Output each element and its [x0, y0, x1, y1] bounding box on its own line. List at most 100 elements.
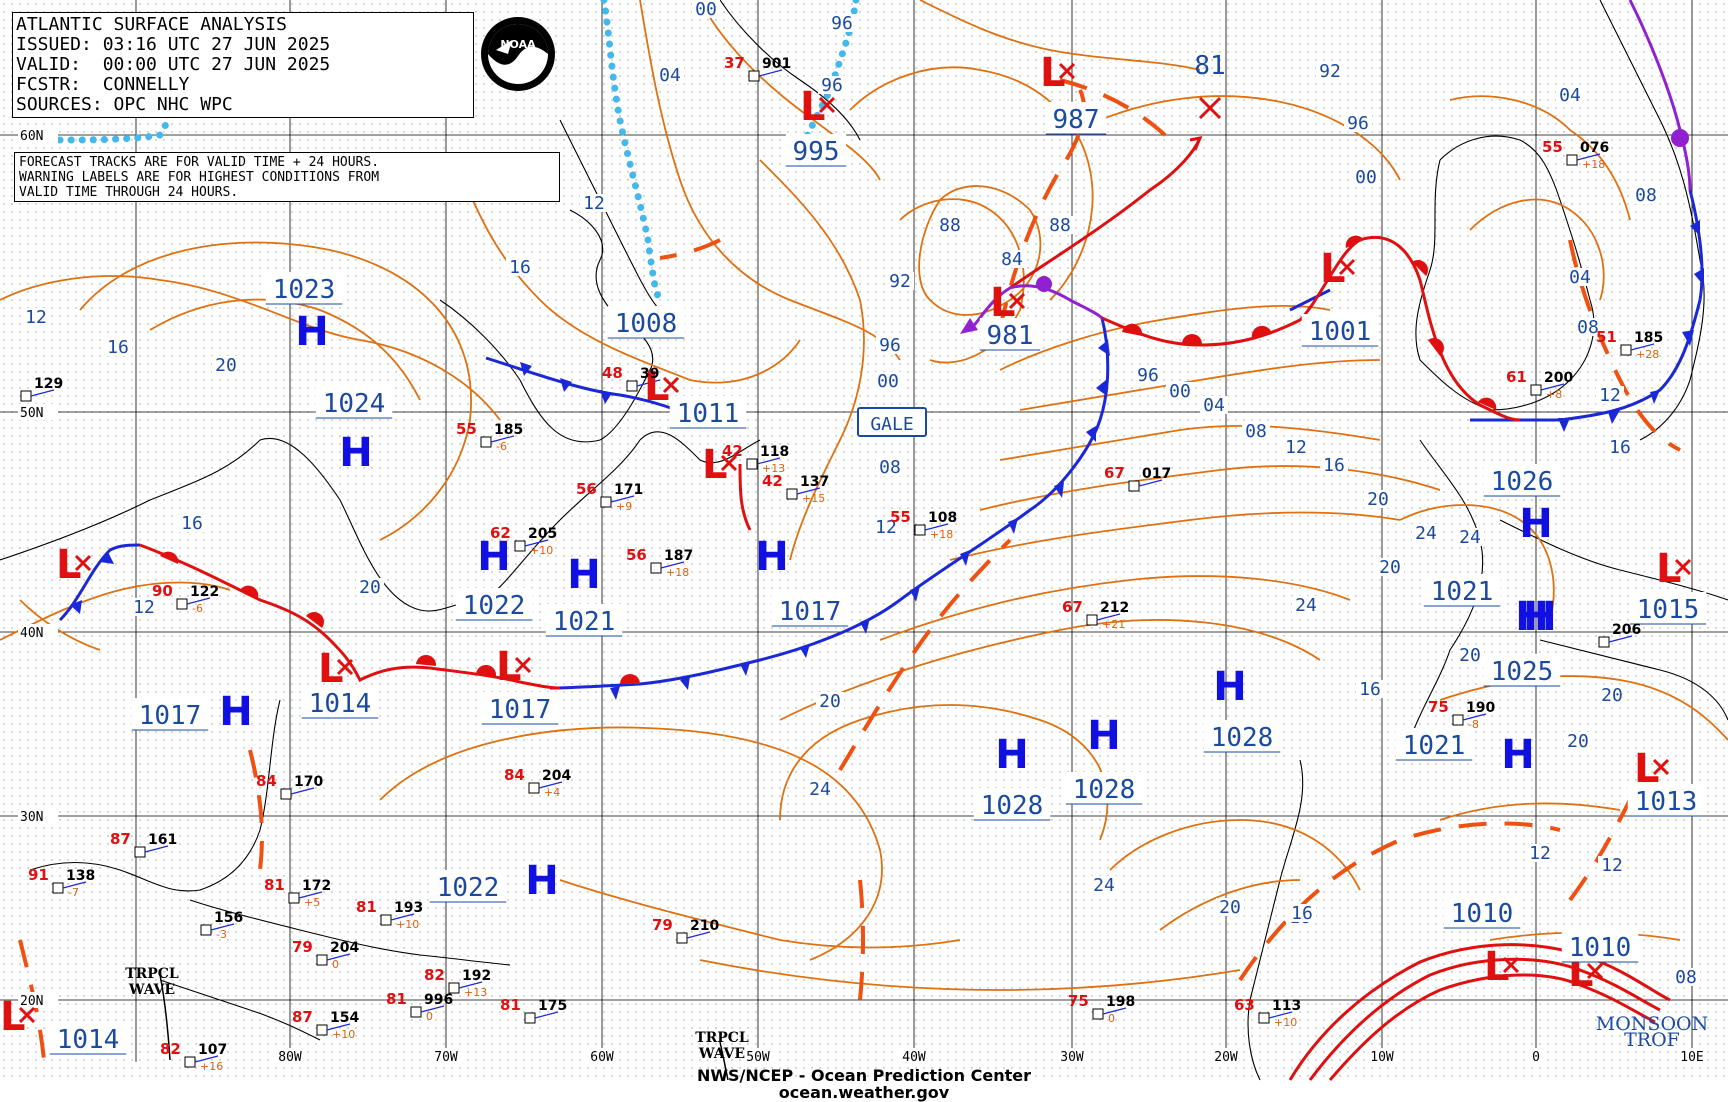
isobar-label: 00	[1169, 381, 1191, 402]
lat-label: 30N	[20, 810, 43, 825]
header-valid: VALID: 00:00 UTC 27 JUN 2025	[16, 54, 331, 75]
high-pressure-value-text: 1028	[981, 791, 1044, 821]
station-temperature: 67	[1104, 464, 1125, 482]
station-temperature: 56	[626, 546, 647, 564]
noaa-logo: NOAA	[481, 17, 555, 91]
station-pressure: 996	[424, 992, 453, 1008]
station-temperature: 75	[1428, 698, 1449, 716]
isobar-label: 12	[1601, 855, 1623, 876]
isobar-label: 12	[583, 193, 605, 214]
noaa-logo-text: NOAA	[500, 38, 536, 51]
station-pressure: 190	[1466, 700, 1495, 716]
high-pressure-h: H	[525, 858, 558, 904]
station-temperature: 67	[1062, 598, 1083, 616]
low-pressure-value-text: 1010	[1451, 899, 1514, 929]
forecast-low-value: 81	[1194, 51, 1225, 81]
station-tendency: +9	[616, 500, 632, 513]
isobar-label: 16	[1291, 903, 1313, 924]
isobar-label: 08	[1675, 967, 1697, 988]
low-pressure-value: 1015	[1629, 592, 1707, 625]
isobar-label: 24	[809, 779, 831, 800]
station-temperature: 82	[160, 1040, 181, 1058]
station-pressure: 118	[760, 444, 789, 460]
isobar-label: 88	[1049, 215, 1071, 236]
low-center-x	[1586, 962, 1604, 980]
high-pressure-value: 1022	[455, 588, 533, 621]
station-tendency: +16	[200, 1060, 223, 1073]
station-temperature: 55	[1542, 138, 1563, 156]
station-pressure: 129	[34, 376, 63, 392]
low-center-x	[818, 96, 836, 114]
forecast-note: FORECAST TRACKS ARE FOR VALID TIME + 24 …	[14, 152, 560, 202]
station-tendency: +5	[304, 896, 320, 909]
station-temperature: 81	[500, 996, 521, 1014]
high-pressure-h: H	[1515, 594, 1548, 640]
station-tendency: +10	[396, 918, 419, 931]
low-center-x	[18, 1006, 36, 1024]
header-sources: SOURCES: OPC NHC WPC	[16, 94, 233, 115]
station-temperature: 79	[652, 916, 673, 934]
station-pressure: 185	[494, 422, 523, 438]
note-line-2: WARNING LABELS ARE FOR HIGHEST CONDITION…	[19, 170, 380, 185]
occluded-front	[960, 0, 1692, 334]
station-tendency: +21	[1102, 618, 1125, 631]
low-pressure-l: L	[496, 644, 522, 690]
low-center-x	[1008, 292, 1026, 310]
high-pressure-value-text: 1023	[273, 275, 336, 305]
monsoon-trough-lines	[1288, 943, 1671, 1081]
lon-label: 80W	[278, 1050, 302, 1065]
isobar-label: 20	[1219, 897, 1241, 918]
low-pressure-l: L	[1040, 50, 1066, 96]
high-pressure-value: 1021	[545, 604, 623, 637]
low-center-x	[336, 658, 354, 676]
lon-label: 70W	[434, 1050, 458, 1065]
isobar-label: 96	[821, 75, 843, 96]
footer-agency: NWS/NCEP - Ocean Prediction Center	[696, 1066, 1032, 1085]
low-pressure-value-text: 1013	[1635, 787, 1698, 817]
station-temperature: 51	[1596, 328, 1617, 346]
station-temperature: 87	[292, 1008, 313, 1026]
isobar-label: 96	[1137, 365, 1159, 386]
isobar-label: 00	[695, 0, 717, 20]
note-line-1: FORECAST TRACKS ARE FOR VALID TIME + 24 …	[19, 155, 380, 170]
low-pressure-l: L	[0, 994, 26, 1040]
isobar-label: 12	[25, 307, 47, 328]
low-pressure-value-text: 1017	[489, 695, 552, 725]
lat-label: 20N	[20, 994, 43, 1009]
low-center-x	[662, 376, 680, 394]
high-pressure-value: 1028	[973, 788, 1051, 821]
station-pressure: 156	[214, 910, 243, 926]
station-temperature: 79	[292, 938, 313, 956]
low-pressure-l: L	[56, 542, 82, 588]
station-pressure: 185	[1634, 330, 1663, 346]
station-pressure: 212	[1100, 600, 1129, 616]
isobar-label: 04	[1569, 267, 1591, 288]
high-pressure-h: H	[477, 534, 510, 580]
low-center-x	[1502, 956, 1520, 974]
isobar-label: 16	[107, 337, 129, 358]
station-pressure: 200	[1544, 370, 1573, 386]
low-pressure-value-text: 1001	[1309, 317, 1372, 347]
low-pressure-l: L	[800, 84, 826, 130]
lon-label: 10E	[1680, 1050, 1703, 1065]
lon-label: 40W	[902, 1050, 926, 1065]
high-pressure-value: 1022	[429, 870, 507, 903]
low-pressure-l: L	[1320, 246, 1346, 292]
station-temperature: 91	[28, 866, 49, 884]
low-pressure-value-text: 1010	[1569, 933, 1632, 963]
forecast-track	[1009, 135, 1203, 290]
station-temperature: 55	[456, 420, 477, 438]
lat-label: 50N	[20, 406, 43, 421]
header-issued: ISSUED: 03:16 UTC 27 JUN 2025	[16, 34, 331, 55]
station-data: 129 122 -6 90 185 -6 55 171 +9 56 205 +10 62 187 +18 56…	[28, 54, 1663, 1073]
station-pressure: 206	[1612, 622, 1641, 638]
isobar-label: 92	[889, 271, 911, 292]
station-pressure: 171	[614, 482, 643, 498]
isobar-label: 20	[1367, 489, 1389, 510]
gale-warning-label: GALE	[870, 414, 913, 435]
high-pressure-value: 1026	[1483, 464, 1561, 497]
station-pressure: 193	[394, 900, 423, 916]
high-pressure-value-text: 1028	[1073, 775, 1136, 805]
station-temperature: 84	[256, 772, 277, 790]
